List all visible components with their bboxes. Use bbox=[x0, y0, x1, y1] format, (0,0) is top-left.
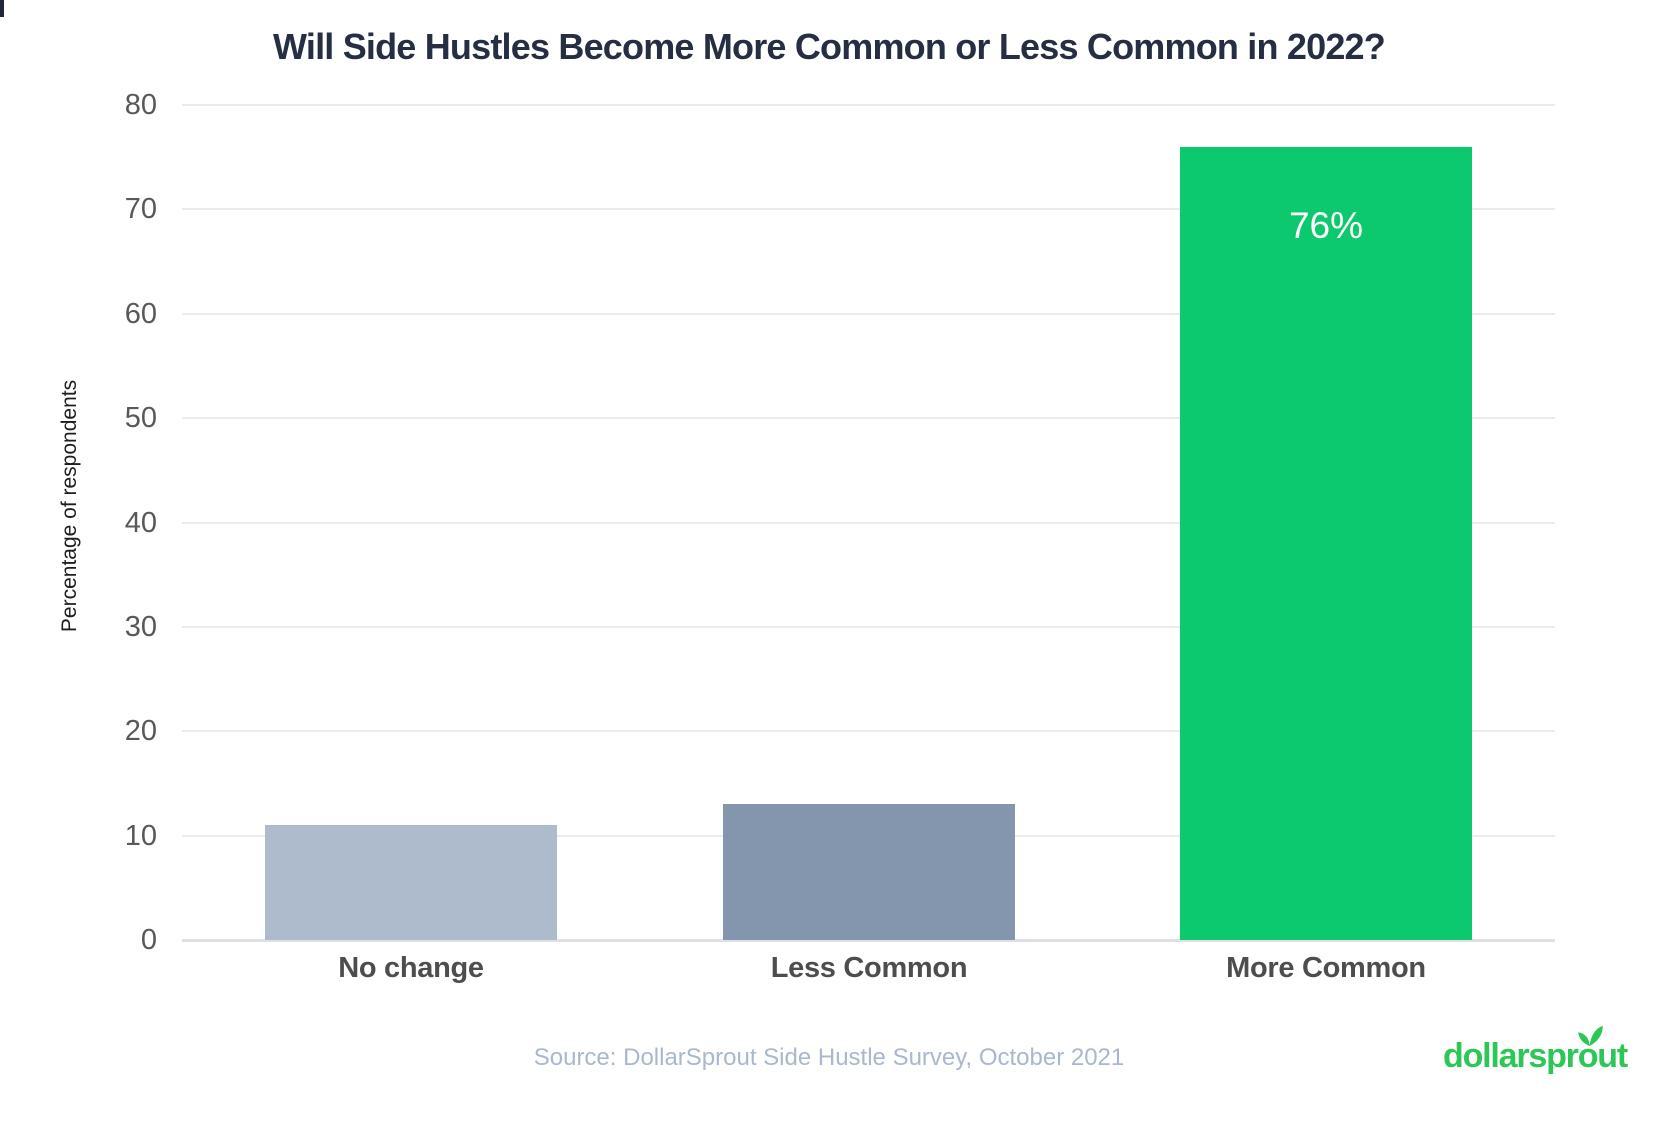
sprout-leaf-icon bbox=[1577, 1026, 1603, 1047]
y-tick-label: 80 bbox=[124, 89, 157, 121]
chart-title: Will Side Hustles Become More Common or … bbox=[273, 26, 1386, 67]
gridline bbox=[182, 417, 1555, 419]
bar-value-label: 76% bbox=[1288, 205, 1364, 246]
logo-text-left: dollarspr bbox=[1443, 1037, 1579, 1075]
gridline bbox=[182, 313, 1555, 315]
source-caption: Source: DollarSprout Side Hustle Survey,… bbox=[533, 1044, 1125, 1071]
y-tick-label: 70 bbox=[124, 193, 157, 225]
x-category-label: No change bbox=[338, 952, 484, 984]
x-category-label: More Common bbox=[1226, 952, 1426, 984]
y-tick-label: 40 bbox=[124, 507, 157, 539]
plot-area: Percentage of respondents 0 10 20 30 40 50 60 7… bbox=[58, 91, 1555, 984]
logo-text-o: o bbox=[1577, 1037, 1599, 1075]
gridline bbox=[182, 626, 1555, 628]
y-tick-label: 60 bbox=[124, 298, 157, 330]
bar-no-change bbox=[265, 825, 557, 940]
logo-text-right: ut bbox=[1597, 1037, 1628, 1075]
y-tick-label: 30 bbox=[124, 611, 157, 643]
x-axis-line bbox=[182, 939, 1555, 942]
gridline bbox=[182, 522, 1555, 524]
y-tick-label: 20 bbox=[124, 715, 157, 747]
bar-more-common: 76% bbox=[1180, 147, 1472, 940]
y-tick-label: 50 bbox=[124, 402, 157, 434]
gridline bbox=[182, 104, 1555, 106]
dollarsprout-logo: dollarspro ut bbox=[1443, 1026, 1628, 1075]
gridline bbox=[182, 730, 1555, 732]
bar-less-common bbox=[723, 804, 1015, 940]
x-category-label: Less Common bbox=[770, 952, 968, 984]
y-tick-label: 0 bbox=[140, 924, 157, 956]
screenshot-edge-artifact bbox=[0, 0, 4, 17]
gridline bbox=[182, 208, 1555, 210]
y-tick-label: 10 bbox=[124, 820, 157, 852]
